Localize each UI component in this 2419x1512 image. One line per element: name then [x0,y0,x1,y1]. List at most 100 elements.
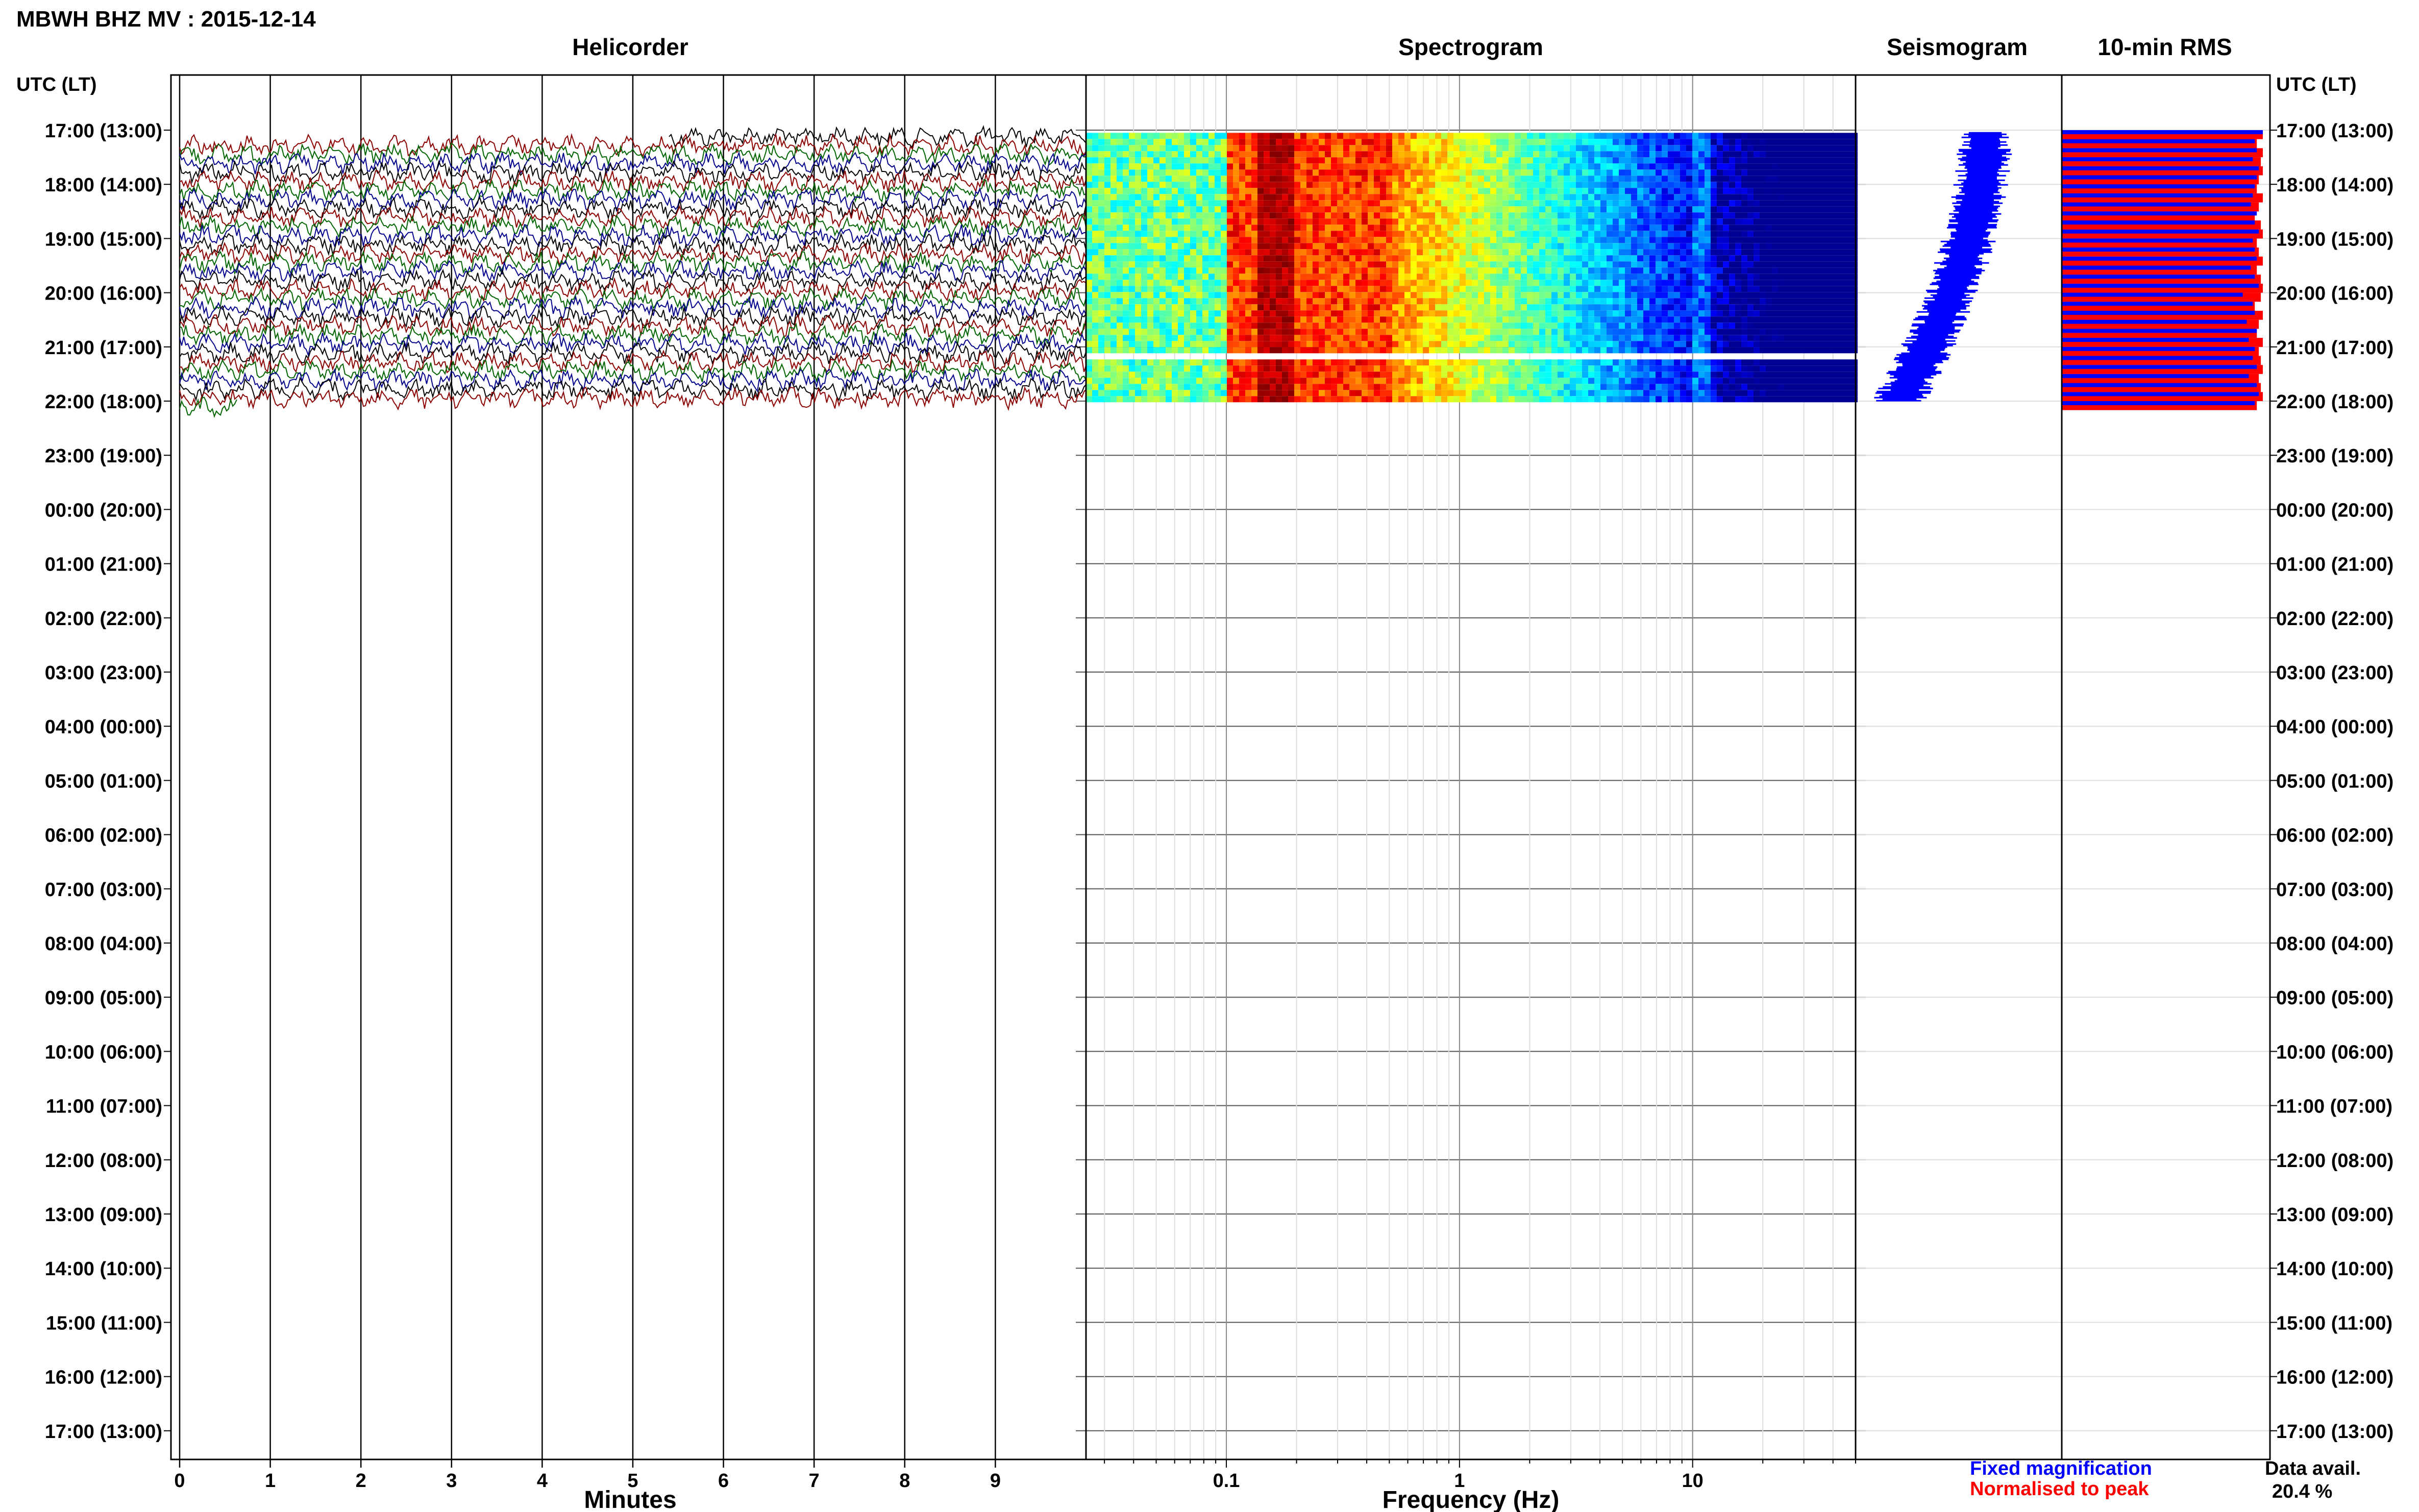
spectrogram-cell [1110,347,1117,354]
spectrogram-cell [1766,243,1772,250]
spectrogram-cell [1527,341,1533,348]
spectrogram-cell [1809,243,1815,250]
spectrogram-cell [1772,176,1778,182]
spectrogram-cell [1239,335,1245,341]
spectrogram-cell [1833,316,1839,323]
spectrogram-cell [1631,316,1637,323]
spectrogram-cell [1766,298,1772,305]
spectrogram-cell [1092,329,1098,335]
spectrogram-cell [1741,243,1747,250]
spectrogram-cell [1613,169,1619,176]
spectrogram-cell [1257,225,1264,231]
spectrogram-cell [1668,139,1674,145]
spectrogram-cell [1270,335,1276,341]
spectrogram-cell [1141,292,1147,299]
spectrogram-cell [1643,212,1649,219]
spectrogram-cell [1625,280,1631,286]
spectrogram-cell [1821,157,1827,164]
spectrogram-cell [1607,329,1613,335]
spectrogram-cell [1362,255,1368,262]
spectrogram-cell [1674,139,1680,145]
spectrogram-cell [1337,341,1343,348]
spectrogram-cell [1417,194,1423,201]
spectrogram-cell [1227,371,1233,378]
spectrogram-cell [1343,182,1349,188]
spectrogram-cell [1705,139,1711,145]
spectrogram-cell [1092,298,1098,305]
spectrogram-cell [1447,163,1453,170]
spectrogram-cell [1729,304,1735,311]
spectrogram-cell [1490,151,1496,158]
spectrogram-cell [1282,280,1288,286]
spectrogram-cell [1803,163,1809,170]
spectrogram-cell [1123,274,1129,280]
spectrogram-cell [1435,335,1441,341]
spectrogram-cell [1680,206,1686,213]
spectrogram-cell [1527,157,1533,164]
spectrogram-cell [1852,347,1858,354]
spectrogram-cell [1852,329,1858,335]
spectrogram-cell [1215,163,1221,170]
spectrogram-cell [1796,255,1803,262]
spectrogram-cell [1484,359,1490,366]
spectrogram-cell [1631,359,1637,366]
spectrogram-cell [1496,341,1502,348]
spectrogram-cell [1521,237,1527,243]
spectrogram-cell [1747,341,1754,348]
spectrogram-cell [1705,261,1711,268]
spectrogram-cell [1355,133,1362,139]
spectrogram-cell [1104,225,1110,231]
spectrogram-cell [1239,225,1245,231]
spectrogram-cell [1233,255,1239,262]
spectrogram-cell [1294,261,1300,268]
spectrogram-cell [1337,286,1343,292]
spectrogram-cell [1196,212,1202,219]
spectrogram-cell [1349,243,1355,250]
spectrogram-cell [1772,194,1778,201]
spectrogram-cell [1202,292,1208,299]
spectrogram-cell [1447,218,1453,225]
spectrogram-cell [1570,237,1576,243]
spectrogram-cell [1582,341,1588,348]
spectrogram-cell [1135,298,1141,305]
spectrogram-cell [1172,310,1178,317]
spectrogram-cell [1466,188,1472,194]
spectrogram-cell [1545,225,1551,231]
spectrogram-cell [1778,341,1784,348]
spectrogram-cell [1533,212,1539,219]
spectrogram-cell [1227,292,1233,299]
spectrogram-cell [1196,335,1202,341]
spectrogram-cell [1129,225,1135,231]
spectrogram-cell [1564,151,1570,158]
spectrogram-title: Spectrogram [1398,34,1543,60]
spectrogram-cell [1686,304,1692,311]
spectrogram-cell [1196,182,1202,188]
spectrogram-cell [1380,292,1386,299]
spectrogram-cell [1711,274,1717,280]
spectrogram-cell [1417,133,1423,139]
spectrogram-cell [1509,157,1515,164]
spectrogram-cell [1306,145,1313,152]
spectrogram-cell [1215,218,1221,225]
spectrogram-cell [1251,371,1257,378]
spectrogram-cell [1215,151,1221,158]
spectrogram-cell [1147,298,1153,305]
spectrogram-cell [1502,151,1509,158]
spectrogram-cell [1319,310,1325,317]
spectrogram-cell [1778,200,1784,207]
spectrogram-cell [1625,133,1631,139]
spectrogram-cell [1411,365,1417,372]
spectrogram-cell [1331,292,1337,299]
spectrogram-cell [1221,359,1227,366]
spectrogram-cell [1772,157,1778,164]
spectrogram-cell [1447,139,1453,145]
spectrogram-cell [1472,151,1478,158]
spectrogram-cell [1184,145,1190,152]
spectrogram-cell [1619,212,1625,219]
spectrogram-cell [1141,139,1147,145]
spectrogram-cell [1362,243,1368,250]
spectrogram-cell [1215,298,1221,305]
spectrogram-cell [1472,341,1478,348]
spectrogram-cell [1374,267,1380,274]
spectrogram-cell [1178,212,1184,219]
